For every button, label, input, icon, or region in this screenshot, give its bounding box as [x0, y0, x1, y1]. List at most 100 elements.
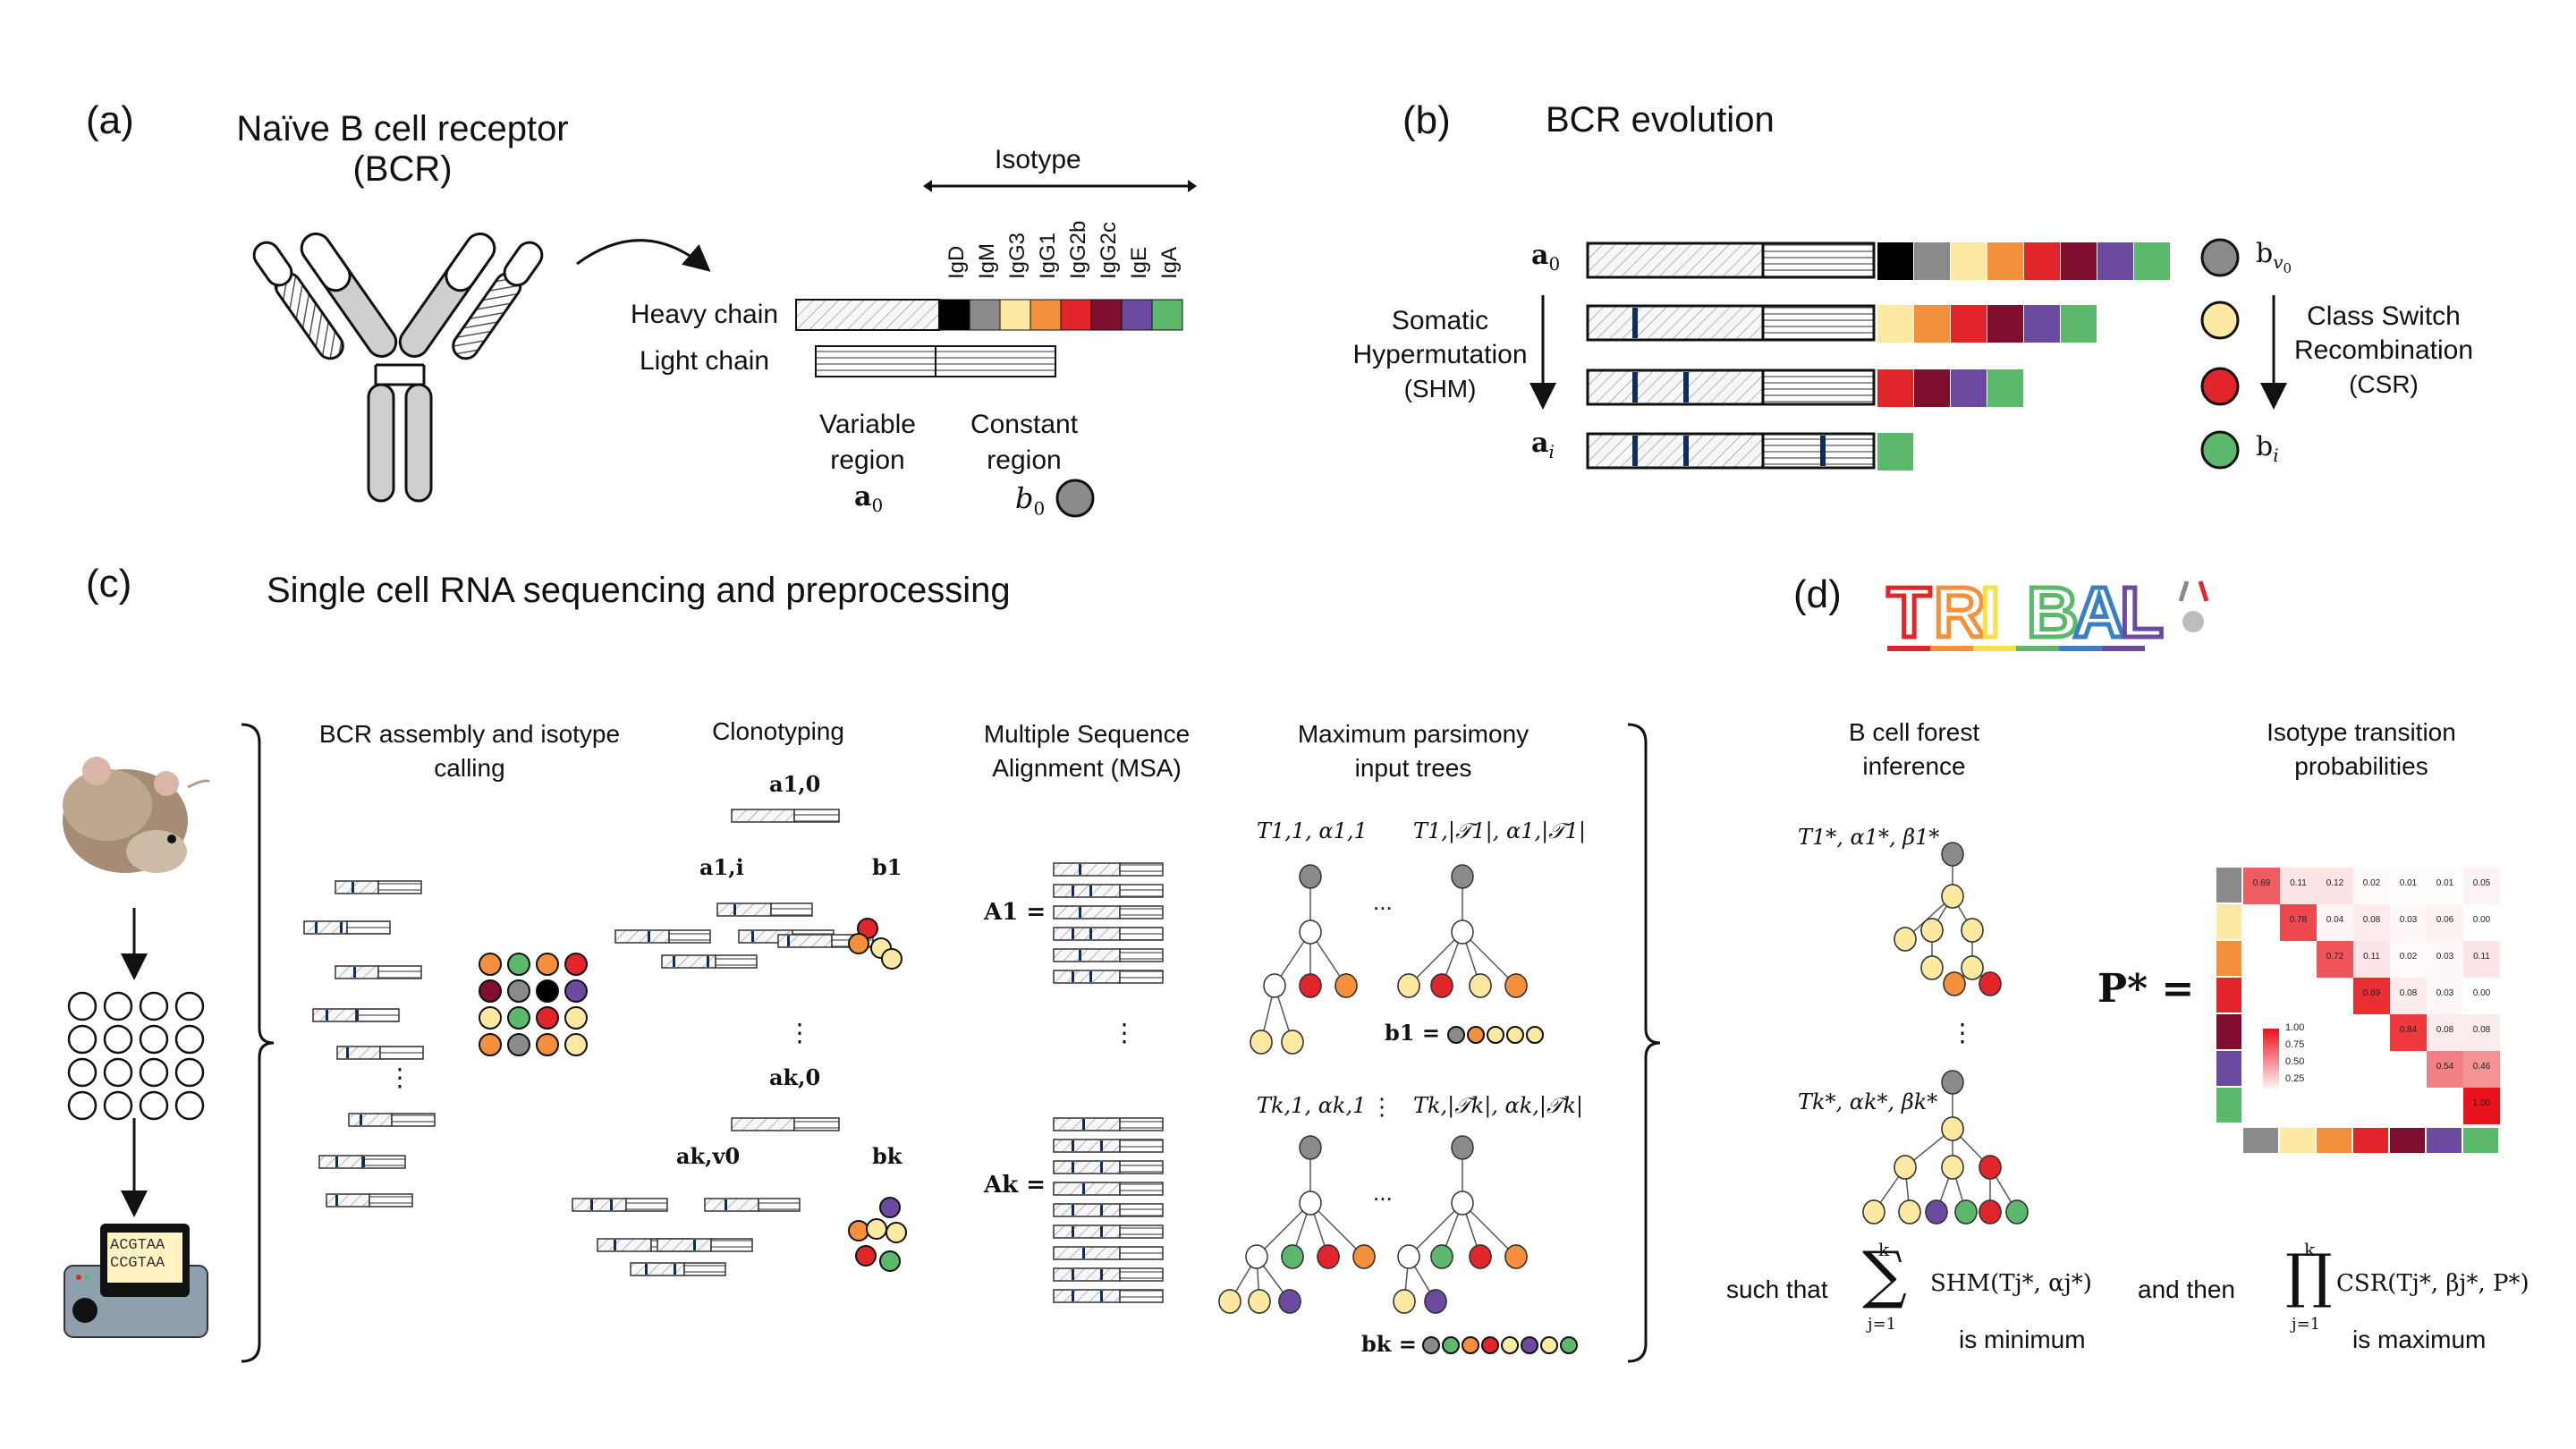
- tree-node-IgG2b: [1979, 1155, 2002, 1180]
- mutation-mark: [707, 956, 709, 967]
- tree-node-IgG2b: [1299, 973, 1322, 998]
- col4-line2: input trees: [1354, 754, 1472, 782]
- isotype-dot-IgE: [879, 1197, 901, 1218]
- heat-cell: [2317, 868, 2353, 904]
- sequence-read-constant: [377, 965, 422, 979]
- tree-node: [1451, 1135, 1474, 1160]
- sequence-read: [348, 1113, 393, 1127]
- col-assembly-header: BCR assembly and isotype calling: [286, 717, 653, 785]
- heat-cell: [2463, 978, 2500, 1014]
- tree-node-IgA: [1281, 1244, 1304, 1269]
- isotype-block-IgD: [1877, 242, 1913, 280]
- a10-label: a1,0: [769, 771, 821, 797]
- isotype-block-IgG1: [1914, 305, 1950, 343]
- forest-vdots: ⋮: [1950, 1019, 1975, 1046]
- isotype-dot-IgG1: [479, 1033, 502, 1056]
- cell-circle: [174, 991, 205, 1021]
- isotype-dot-IgM: [507, 979, 530, 1003]
- mutation-mark: [1683, 372, 1689, 402]
- sequence-read: [731, 1117, 795, 1131]
- col-isotype-IgG1: [2317, 1128, 2351, 1153]
- tree-node-IgG3: [1250, 1030, 1273, 1055]
- mutation-mark: [1100, 1269, 1103, 1280]
- isotype-block-IgA: [1877, 433, 1913, 470]
- tree-node-IgG2b: [1469, 1244, 1492, 1269]
- mutation-mark: [1072, 1205, 1074, 1216]
- variable-region-row-0: [1586, 242, 1765, 279]
- mutation-mark: [751, 931, 754, 942]
- isotype-block-IgG1: [1030, 299, 1062, 331]
- variable-region-row-3: [1586, 432, 1765, 470]
- panel-a-title-line2: (BCR): [352, 149, 453, 189]
- msa-vdots: ⋮: [1112, 1019, 1137, 1046]
- isotype-block-IgA: [2061, 305, 2097, 343]
- sum-symbol: ∑: [1862, 1238, 1907, 1311]
- tree-node-IgG1: [1504, 973, 1528, 998]
- mutation-mark: [1082, 1248, 1085, 1258]
- heat-cell-value: 0.00: [2472, 915, 2491, 925]
- bi-label: bi: [2256, 431, 2279, 466]
- heat-cell: [2427, 941, 2463, 978]
- tree-node-IgG3: [1469, 973, 1492, 998]
- mutation-mark: [1089, 971, 1092, 982]
- tree-node-IgG3: [1920, 918, 1944, 943]
- tree-node-IgG3: [1894, 1155, 1917, 1180]
- row-isotype-IgE: [2216, 1051, 2241, 1086]
- sequence-read: [777, 934, 833, 948]
- tree-hdots-2: ...: [1373, 1179, 1393, 1206]
- mutation-mark: [693, 1240, 696, 1250]
- sequence-read: [1053, 1224, 1121, 1239]
- isotype-dot-IgG3: [1487, 1026, 1504, 1044]
- col-isotype-IgM: [2243, 1128, 2278, 1153]
- heat-cell: [2427, 978, 2463, 1014]
- isotype-header: Isotype: [995, 145, 1081, 174]
- sequence-read-constant: [1119, 970, 1164, 984]
- panel-a-title: Naïve B cell receptor (BCR): [197, 109, 608, 190]
- tree-node: [1299, 919, 1322, 945]
- heat-cell: [2463, 941, 2500, 978]
- heat-cell: [2353, 941, 2390, 978]
- sequence-read: [335, 965, 379, 979]
- isotype-block-IgG3: [1951, 242, 1987, 280]
- transition-probabilities-header: Isotype transition probabilities: [2232, 716, 2491, 784]
- isotype-dot-IgM: [507, 1033, 530, 1056]
- isotype-block-IgA: [1151, 299, 1183, 331]
- sequence-read-constant: [770, 902, 813, 917]
- heat-cell: [2317, 941, 2353, 978]
- heat-cell-value: 1.00: [2472, 1098, 2491, 1108]
- sum-top: k: [1878, 1239, 1890, 1260]
- isotype-dot-IgD: [536, 979, 559, 1003]
- isotype-dot-IgG3: [1526, 1026, 1544, 1044]
- mutation-mark: [326, 1010, 328, 1021]
- d-col1-line2: inference: [1862, 752, 1966, 780]
- panel-d-label: (d): [1793, 572, 1842, 616]
- sequence-read: [716, 902, 772, 917]
- sequence-read-constant: [793, 1117, 840, 1131]
- heat-cell-value: 0.03: [2436, 952, 2454, 962]
- isotype-dot-IgA: [1560, 1336, 1578, 1354]
- isotype-dot-IgA: [507, 1006, 530, 1030]
- tree-vdots: ⋮: [1370, 1093, 1394, 1120]
- isotype-block-IgG2c: [1090, 299, 1123, 331]
- heat-cell: [2243, 868, 2280, 904]
- tree-edge: [1256, 1202, 1311, 1258]
- constant-region-label: Constant region: [944, 407, 1105, 479]
- light-chain-bar: [815, 345, 1056, 377]
- tree-edge: [1408, 1202, 1463, 1258]
- Ak-label: Ak =: [984, 1172, 1046, 1199]
- bv0-label: bv0: [2256, 238, 2292, 276]
- sequence-read: [657, 1238, 712, 1252]
- tree-node: [1941, 842, 1964, 867]
- variable-region-label: Variable region: [787, 407, 948, 479]
- panel-c-label: (c): [86, 562, 132, 606]
- logo-underline: [1973, 646, 2016, 651]
- tree-edge: [1408, 931, 1463, 987]
- mutation-mark: [353, 967, 356, 978]
- cell-circle: [103, 1024, 133, 1055]
- tree-node-IgG3: [1920, 955, 1944, 980]
- tree-node-IgG3: [1248, 1289, 1271, 1314]
- tree-node: [1941, 1070, 1964, 1095]
- heat-cell-value: 0.06: [2436, 915, 2454, 925]
- shm-line2: Hypermutation: [1352, 340, 1528, 369]
- tree-node-IgG1: [1943, 971, 1966, 996]
